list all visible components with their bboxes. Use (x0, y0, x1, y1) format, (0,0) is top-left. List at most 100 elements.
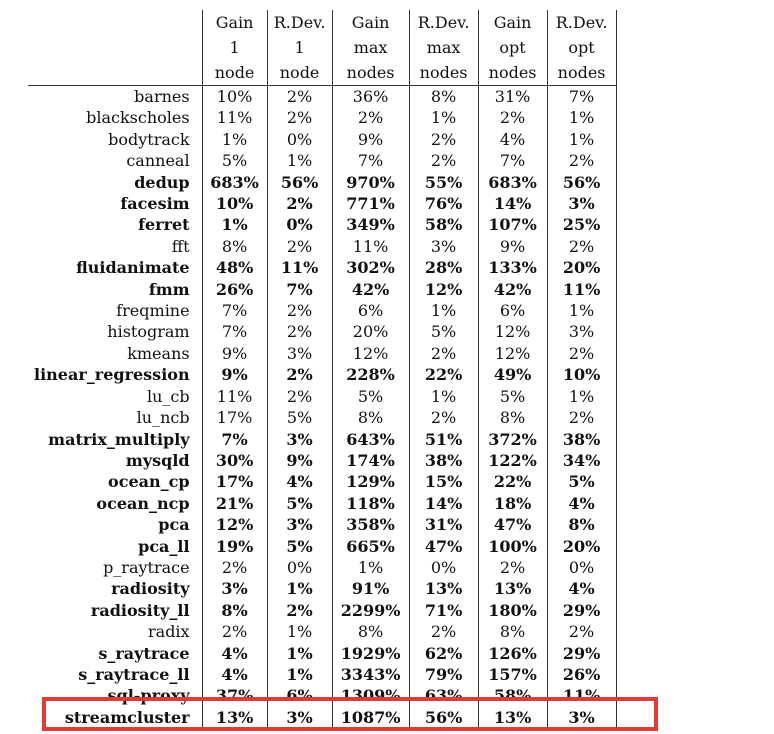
value-cell: 3% (266, 428, 333, 450)
results-table: Gain R.Dev. Gain R.Dev. Gain R.Dev. 1 1 max max op… (28, 10, 617, 729)
value-cell: 7% (201, 321, 268, 343)
header-blank-cell (28, 35, 202, 60)
value-cell: 22% (408, 364, 479, 386)
value-cell: 5% (201, 150, 268, 172)
value-cell: 358% (331, 514, 410, 536)
table-row: streamcluster 13% 3% 1087% 56% 13% 3% (28, 706, 617, 729)
value-cell: 771% (331, 193, 410, 215)
table-row: pca_ll 19% 5% 665% 47% 100% 20% (28, 535, 617, 557)
value-cell: 11% (201, 107, 268, 129)
column-header: node (201, 60, 268, 86)
table-row: linear_regression 9% 2% 228% 22% 49% 10% (28, 364, 617, 386)
column-header: R.Dev. (408, 10, 479, 35)
value-cell: 2% (266, 85, 333, 108)
value-cell: 9% (331, 128, 410, 151)
value-cell: 2% (408, 342, 479, 365)
value-cell: 5% (477, 385, 548, 408)
column-header: max (408, 35, 479, 60)
table-row: freqmine 7% 2% 6% 1% 6% 1% (28, 300, 617, 322)
value-cell: 2% (546, 621, 617, 643)
value-cell: 1% (266, 621, 333, 643)
value-cell: 2% (266, 300, 333, 322)
value-cell: 1% (546, 385, 617, 408)
value-cell: 29% (546, 599, 617, 622)
value-cell: 11% (546, 685, 617, 707)
value-cell: 174% (331, 449, 410, 472)
value-cell: 1% (266, 578, 333, 600)
value-cell: 11% (266, 257, 333, 279)
value-cell: 26% (201, 278, 268, 301)
value-cell: 20% (331, 321, 410, 343)
value-cell: 1% (546, 107, 617, 129)
value-cell: 1% (546, 300, 617, 322)
value-cell: 3% (546, 193, 617, 215)
value-cell: 12% (201, 514, 268, 536)
table-row: fft 8% 2% 11% 3% 9% 2% (28, 235, 617, 258)
value-cell: 7% (546, 85, 617, 108)
value-cell: 122% (477, 449, 548, 472)
value-cell: 2% (266, 321, 333, 343)
column-header: Gain (331, 10, 410, 35)
value-cell: 2% (408, 128, 479, 151)
table-row: sql-proxy 37% 6% 1309% 63% 58% 11% (28, 685, 617, 707)
value-cell: 1% (331, 556, 410, 579)
value-cell: 2% (477, 556, 548, 579)
header-row: Gain R.Dev. Gain R.Dev. Gain R.Dev. (28, 10, 617, 35)
value-cell: 7% (266, 278, 333, 301)
value-cell: 2% (201, 621, 268, 643)
value-cell: 5% (266, 535, 333, 557)
value-cell: 11% (546, 278, 617, 301)
value-cell: 58% (408, 214, 479, 236)
value-cell: 2% (266, 107, 333, 129)
value-cell: 126% (477, 642, 548, 664)
benchmark-name: dedup (134, 172, 190, 192)
benchmark-name: lu_ncb (136, 408, 190, 428)
value-cell: 47% (477, 514, 548, 536)
value-cell: 26% (546, 663, 617, 686)
column-header: 1 (266, 35, 333, 60)
column-header: nodes (477, 60, 548, 86)
table-body: barnes 10% 2% 36% 8% 31% 7% blackscholes 11% 2% 2%… (28, 85, 617, 729)
value-cell: 4% (201, 642, 268, 664)
benchmark-name: facesim (120, 194, 190, 214)
benchmark-name: ocean_ncp (96, 493, 190, 513)
value-cell: 8% (201, 599, 268, 622)
value-cell: 2% (546, 235, 617, 258)
value-cell: 71% (408, 599, 479, 622)
value-cell: 2% (266, 235, 333, 258)
value-cell: 11% (331, 235, 410, 258)
value-cell: 31% (477, 85, 548, 108)
value-cell: 3% (266, 706, 333, 729)
value-cell: 7% (477, 150, 548, 172)
header-row: node node nodes nodes nodes nodes (28, 60, 617, 86)
value-cell: 683% (477, 171, 548, 194)
value-cell: 0% (266, 556, 333, 579)
value-cell: 1% (408, 300, 479, 322)
value-cell: 1% (201, 128, 268, 151)
value-cell: 0% (546, 556, 617, 579)
value-cell: 12% (331, 342, 410, 365)
value-cell: 2% (408, 150, 479, 172)
benchmark-name: streamcluster (64, 707, 190, 727)
value-cell: 2% (546, 407, 617, 429)
value-cell: 2% (546, 342, 617, 365)
benchmark-name: radiosity_ll (90, 600, 190, 620)
column-header: R.Dev. (266, 10, 333, 35)
value-cell: 2% (266, 364, 333, 386)
column-header: opt (477, 35, 548, 60)
value-cell: 36% (331, 85, 410, 108)
value-cell: 29% (546, 642, 617, 664)
value-cell: 180% (477, 599, 548, 622)
benchmark-name: s_raytrace (98, 643, 190, 663)
value-cell: 7% (201, 300, 268, 322)
column-header: nodes (546, 60, 617, 86)
value-cell: 8% (546, 514, 617, 536)
benchmark-name: bodytrack (108, 129, 190, 149)
value-cell: 31% (408, 514, 479, 536)
value-cell: 118% (331, 492, 410, 515)
value-cell: 129% (331, 471, 410, 493)
value-cell: 56% (408, 706, 479, 729)
value-cell: 21% (201, 492, 268, 515)
value-cell: 1% (546, 128, 617, 151)
value-cell: 0% (266, 128, 333, 151)
